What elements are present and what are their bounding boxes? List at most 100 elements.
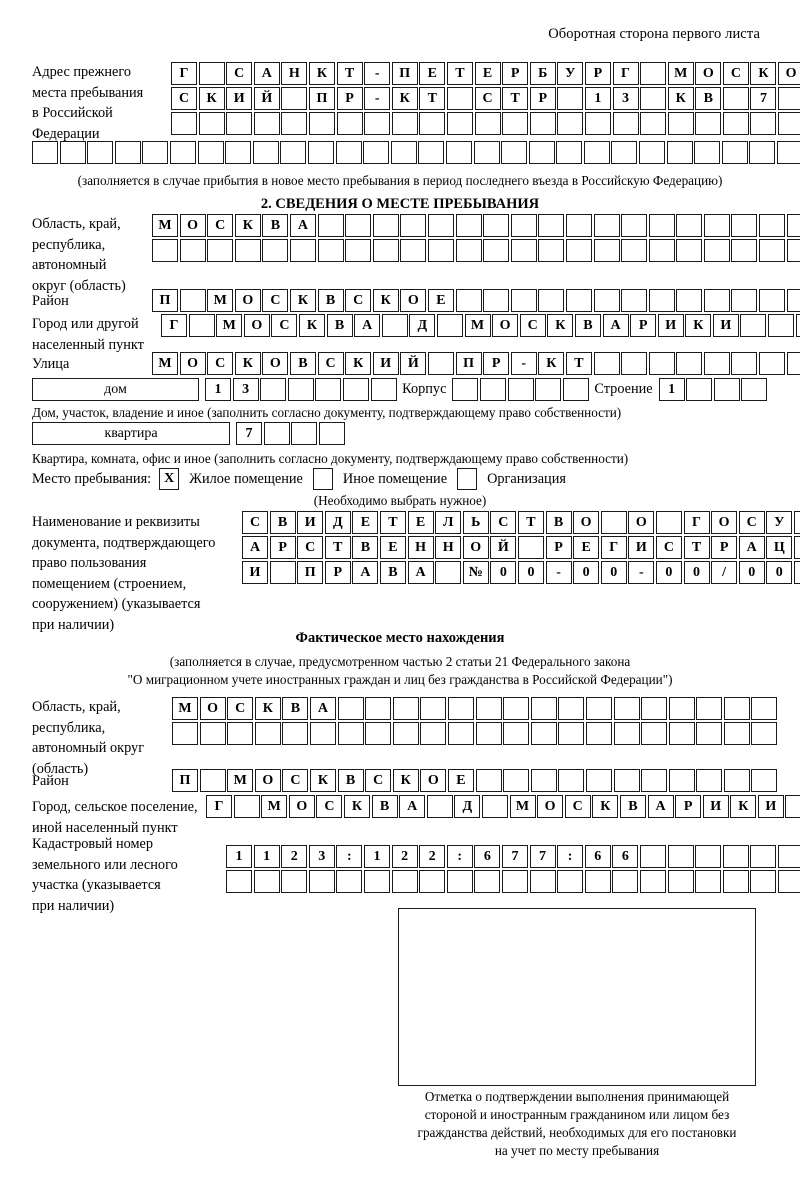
char-cell[interactable]: М: [227, 769, 254, 792]
char-cell[interactable]: О: [711, 511, 738, 534]
char-cell[interactable]: С: [242, 511, 268, 534]
char-cell[interactable]: [786, 352, 800, 375]
char-cell[interactable]: Р: [545, 536, 572, 559]
char-cell[interactable]: О: [179, 352, 206, 375]
char-cell[interactable]: А: [289, 214, 316, 237]
char-cell[interactable]: [696, 722, 723, 745]
char-cell[interactable]: [179, 239, 206, 262]
char-cell[interactable]: П: [297, 561, 324, 584]
char-cell[interactable]: -: [364, 62, 391, 85]
char-cell[interactable]: -: [510, 352, 537, 375]
char-cell[interactable]: 6: [474, 845, 501, 868]
char-cell[interactable]: [372, 214, 399, 237]
char-cell[interactable]: Р: [269, 536, 296, 559]
char-cell[interactable]: [291, 422, 318, 445]
flat-cells[interactable]: 7: [236, 422, 346, 445]
char-cell[interactable]: [565, 239, 592, 262]
char-cell[interactable]: 2: [281, 845, 308, 868]
char-cell[interactable]: [199, 722, 226, 745]
char-cell[interactable]: К: [392, 769, 419, 792]
char-cell[interactable]: [336, 112, 363, 135]
char-cell[interactable]: [751, 722, 778, 745]
char-cell[interactable]: [483, 289, 510, 312]
char-cell[interactable]: [370, 378, 397, 401]
char-cell[interactable]: [364, 112, 391, 135]
char-cell[interactable]: [722, 845, 749, 868]
char-cell[interactable]: [226, 870, 252, 893]
char-cell[interactable]: А: [738, 536, 765, 559]
char-cell[interactable]: [503, 722, 530, 745]
char-cell[interactable]: Т: [565, 352, 592, 375]
char-cell[interactable]: М: [509, 795, 536, 818]
char-cell[interactable]: [695, 870, 722, 893]
char-cell[interactable]: И: [226, 87, 253, 110]
actual-region-row-2[interactable]: [172, 722, 779, 745]
char-cell[interactable]: К: [345, 352, 372, 375]
char-cell[interactable]: Е: [419, 62, 446, 85]
char-cell[interactable]: О: [695, 62, 722, 85]
char-cell[interactable]: Й: [253, 87, 280, 110]
char-cell[interactable]: [557, 87, 584, 110]
char-cell[interactable]: [307, 141, 334, 164]
char-cell[interactable]: С: [564, 795, 591, 818]
char-cell[interactable]: С: [722, 62, 749, 85]
char-cell[interactable]: Т: [379, 511, 406, 534]
char-cell[interactable]: [253, 870, 280, 893]
char-cell[interactable]: [308, 870, 335, 893]
char-cell[interactable]: [778, 87, 800, 110]
char-cell[interactable]: [446, 87, 473, 110]
char-cell[interactable]: [731, 214, 758, 237]
char-cell[interactable]: 3: [612, 87, 639, 110]
char-cell[interactable]: [585, 769, 612, 792]
char-cell[interactable]: И: [712, 314, 739, 337]
char-cell[interactable]: С: [207, 214, 234, 237]
char-cell[interactable]: [227, 722, 254, 745]
char-cell[interactable]: К: [547, 314, 574, 337]
char-cell[interactable]: [695, 845, 722, 868]
char-cell[interactable]: [337, 697, 364, 720]
char-cell[interactable]: [199, 769, 226, 792]
char-cell[interactable]: [613, 697, 640, 720]
char-cell[interactable]: К: [234, 352, 261, 375]
char-cell[interactable]: Г: [600, 536, 627, 559]
char-cell[interactable]: [483, 214, 510, 237]
char-cell[interactable]: [281, 870, 308, 893]
char-cell[interactable]: Р: [324, 561, 351, 584]
char-cell[interactable]: С: [271, 314, 298, 337]
char-cell[interactable]: [676, 289, 703, 312]
char-cell[interactable]: А: [354, 314, 381, 337]
char-cell[interactable]: А: [242, 536, 268, 559]
char-cell[interactable]: О: [420, 769, 447, 792]
char-cell[interactable]: Ь: [462, 511, 489, 534]
char-cell[interactable]: :: [557, 845, 584, 868]
char-cell[interactable]: [667, 845, 694, 868]
char-cell[interactable]: М: [207, 289, 234, 312]
char-cell[interactable]: [280, 141, 307, 164]
char-cell[interactable]: [676, 239, 703, 262]
char-cell[interactable]: [510, 289, 537, 312]
char-cell[interactable]: [87, 141, 114, 164]
char-cell[interactable]: [722, 870, 749, 893]
char-cell[interactable]: Д: [793, 511, 800, 534]
char-cell[interactable]: С: [519, 314, 546, 337]
korpus-cells[interactable]: [452, 378, 590, 401]
char-cell[interactable]: [391, 112, 418, 135]
char-cell[interactable]: [530, 697, 557, 720]
char-cell[interactable]: [420, 722, 447, 745]
char-cell[interactable]: [676, 214, 703, 237]
char-cell[interactable]: [600, 511, 627, 534]
char-cell[interactable]: [475, 697, 502, 720]
char-cell[interactable]: [686, 378, 713, 401]
char-cell[interactable]: Т: [324, 536, 351, 559]
char-cell[interactable]: О: [628, 511, 655, 534]
char-cell[interactable]: С: [738, 511, 765, 534]
char-cell[interactable]: [226, 112, 253, 135]
char-cell[interactable]: [667, 112, 694, 135]
char-cell[interactable]: [345, 239, 372, 262]
char-cell[interactable]: [759, 352, 786, 375]
char-cell[interactable]: [426, 795, 453, 818]
char-cell[interactable]: М: [152, 214, 178, 237]
char-cell[interactable]: 1: [584, 87, 611, 110]
char-cell[interactable]: 1: [226, 845, 252, 868]
